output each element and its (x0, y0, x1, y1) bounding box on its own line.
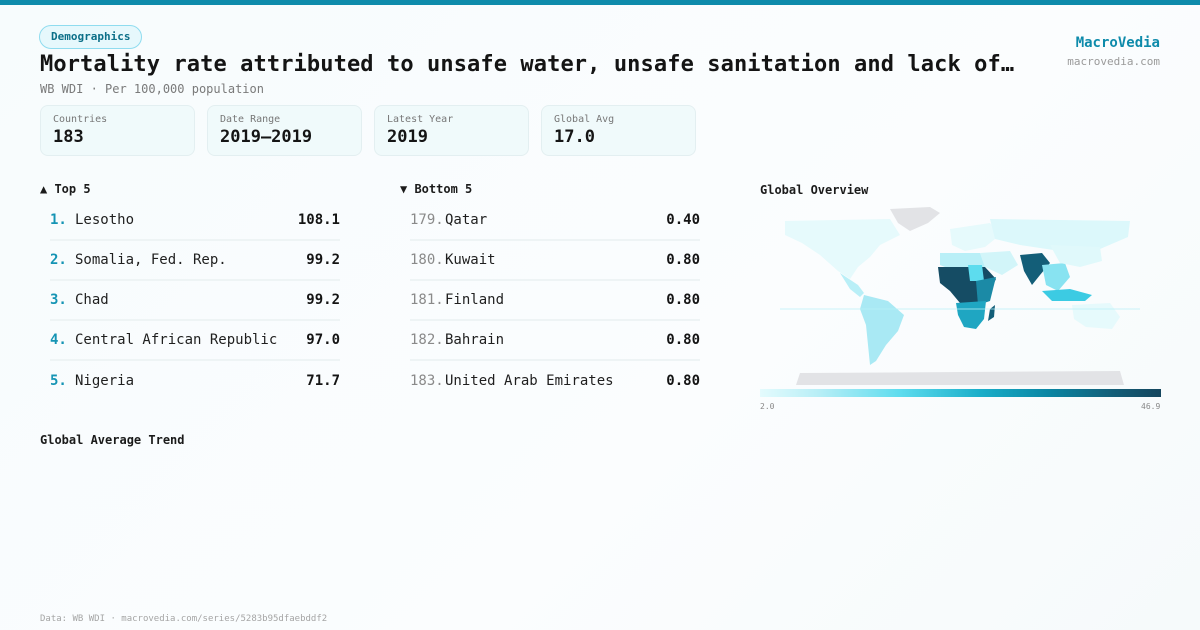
rank: 1. (50, 212, 67, 228)
country-name: Chad (75, 292, 109, 308)
region-southern-africa[interactable] (956, 301, 986, 329)
rank: 2. (50, 252, 67, 268)
country-value: 71.7 (306, 373, 340, 389)
region-north-america[interactable] (785, 219, 900, 279)
region-middle-east[interactable] (980, 251, 1018, 275)
rank: 182. (410, 332, 444, 348)
stat-value: 183 (53, 127, 84, 147)
stat-countries: Countries 183 (40, 105, 195, 156)
region-east-asia[interactable] (1050, 245, 1102, 267)
brand[interactable]: MacroVedia macrovedia.com (1067, 35, 1160, 68)
stat-value: 2019 (387, 127, 428, 147)
trend-title: Global Average Trend (40, 433, 185, 447)
stat-global-avg: Global Avg 17.0 (541, 105, 696, 156)
list-item[interactable]: 180. Kuwait 0.80 (410, 241, 700, 281)
stats-row: Countries 183 Date Range 2019–2019 Lates… (40, 105, 696, 156)
country-value: 0.80 (666, 252, 700, 268)
bottom5-heading: ▼ Bottom 5 (400, 182, 473, 196)
region-antarctica[interactable] (796, 371, 1124, 385)
country-name: Bahrain (445, 332, 505, 348)
brand-name[interactable]: MacroVedia (1075, 35, 1160, 51)
list-item[interactable]: 1. Lesotho 108.1 (50, 201, 340, 241)
region-madagascar[interactable] (988, 305, 995, 321)
rank: 179. (410, 212, 444, 228)
country-value: 108.1 (297, 212, 340, 228)
country-name: Central African Republic (75, 332, 278, 348)
rank: 180. (410, 252, 444, 268)
region-sudan[interactable] (968, 265, 984, 281)
list-item[interactable]: 181. Finland 0.80 (410, 281, 700, 321)
top5-list: 1. Lesotho 108.1 2. Somalia, Fed. Rep. 99.… (50, 201, 340, 401)
country-value: 97.0 (306, 332, 340, 348)
source-footer[interactable]: Data: WB WDI · macrovedia.com/series/528… (40, 614, 328, 624)
brand-url[interactable]: macrovedia.com (1067, 55, 1160, 68)
region-europe[interactable] (950, 223, 1000, 251)
rank: 3. (50, 292, 67, 308)
region-east-africa[interactable] (976, 277, 996, 305)
page-subtitle: WB WDI · Per 100,000 population (40, 82, 264, 96)
rank: 4. (50, 332, 67, 348)
stat-label: Countries (53, 114, 108, 125)
stat-label: Latest Year (387, 114, 454, 125)
color-scale-min: 2.0 (760, 402, 775, 411)
rank: 181. (410, 292, 444, 308)
list-item[interactable]: 183. United Arab Emirates 0.80 (410, 361, 700, 401)
list-item[interactable]: 179. Qatar 0.40 (410, 201, 700, 241)
stat-label: Date Range (220, 114, 281, 125)
country-name: Qatar (445, 212, 488, 228)
color-scale-max: 46.9 (1141, 402, 1161, 411)
rank: 5. (50, 373, 67, 389)
region-greenland[interactable] (890, 207, 940, 231)
country-value: 99.2 (306, 292, 340, 308)
country-name: Finland (445, 292, 505, 308)
stat-date-range: Date Range 2019–2019 (207, 105, 362, 156)
country-name: Nigeria (75, 373, 135, 389)
region-india[interactable] (1020, 253, 1050, 285)
trend-chart-area (40, 455, 1160, 595)
country-value: 0.40 (666, 212, 700, 228)
color-scale-bar (760, 389, 1161, 397)
rank: 183. (410, 373, 444, 389)
region-north-asia[interactable] (990, 219, 1130, 251)
country-name: Kuwait (445, 252, 496, 268)
stat-value: 2019–2019 (220, 127, 313, 147)
list-item[interactable]: 2. Somalia, Fed. Rep. 99.2 (50, 241, 340, 281)
region-indonesia[interactable] (1042, 289, 1092, 301)
list-item[interactable]: 3. Chad 99.2 (50, 281, 340, 321)
region-south-america[interactable] (860, 295, 904, 365)
map-title: Global Overview (760, 183, 869, 197)
country-value: 0.80 (666, 332, 700, 348)
page-title: Mortality rate attributed to unsafe wate… (40, 52, 1015, 77)
bottom5-list: 179. Qatar 0.40 180. Kuwait 0.80 181. Finla… (410, 201, 700, 401)
country-value: 99.2 (306, 252, 340, 268)
list-item[interactable]: 4. Central African Republic 97.0 (50, 321, 340, 361)
region-southeast-asia[interactable] (1042, 263, 1070, 291)
list-item[interactable]: 182. Bahrain 0.80 (410, 321, 700, 361)
country-value: 0.80 (666, 373, 700, 389)
country-name: United Arab Emirates (445, 373, 614, 389)
region-australia[interactable] (1072, 303, 1120, 329)
top-accent-bar (0, 0, 1200, 5)
region-central-america[interactable] (840, 273, 864, 297)
world-choropleth-map[interactable] (780, 205, 1140, 385)
stat-value: 17.0 (554, 127, 595, 147)
country-name: Lesotho (75, 212, 135, 228)
list-item[interactable]: 5. Nigeria 71.7 (50, 361, 340, 401)
country-name: Somalia, Fed. Rep. (75, 252, 227, 268)
country-value: 0.80 (666, 292, 700, 308)
category-tag[interactable]: Demographics (39, 25, 143, 49)
stat-latest-year: Latest Year 2019 (374, 105, 529, 156)
top5-heading: ▲ Top 5 (40, 182, 91, 196)
stat-label: Global Avg (554, 114, 615, 125)
